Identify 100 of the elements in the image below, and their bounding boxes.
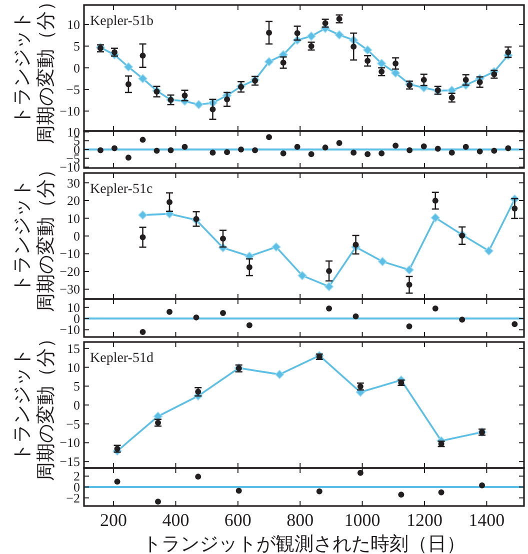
point — [364, 58, 371, 64]
point — [138, 74, 148, 84]
y-tick-label: 0 — [74, 398, 80, 412]
point — [432, 306, 438, 312]
point — [224, 149, 230, 156]
point — [378, 256, 388, 266]
y-tick-label: −20 — [60, 264, 80, 279]
point — [220, 236, 226, 242]
y-tick-label: −30 — [60, 282, 80, 297]
point — [195, 474, 202, 480]
annotation: Kepler-51c — [90, 182, 153, 197]
y-axis-title: トランジット周期の変動（分） — [11, 0, 57, 144]
point — [193, 314, 200, 320]
y-tick-label: −10 — [60, 104, 80, 119]
point — [336, 140, 342, 146]
point — [420, 76, 427, 83]
point — [406, 282, 412, 288]
point — [392, 60, 399, 66]
y-tick-label: 20 — [67, 193, 80, 208]
point — [264, 57, 274, 66]
point — [308, 151, 314, 158]
point — [350, 44, 357, 50]
point — [224, 96, 230, 102]
point — [462, 76, 469, 83]
y-tick-label: −15 — [60, 454, 80, 470]
point — [326, 306, 332, 312]
y-tick-label: −5 — [66, 82, 80, 97]
x-tick-label: 1000 — [344, 510, 380, 530]
point — [266, 30, 272, 36]
point — [280, 150, 286, 156]
point — [97, 147, 104, 154]
point — [448, 94, 455, 101]
y-tick-label: 0 — [74, 228, 80, 244]
point — [430, 213, 440, 222]
y-tick-label: 5 — [74, 38, 80, 54]
point — [390, 68, 400, 78]
point — [459, 316, 466, 323]
x-tick-label: 600 — [224, 510, 252, 530]
point — [476, 79, 483, 86]
x-tick-label: 200 — [100, 510, 128, 530]
point — [140, 52, 146, 59]
point — [182, 144, 188, 150]
point — [294, 30, 300, 36]
point — [324, 282, 334, 292]
point — [140, 328, 146, 335]
point — [168, 147, 174, 154]
point — [420, 143, 427, 150]
point — [491, 148, 498, 154]
point — [298, 270, 307, 280]
point — [124, 62, 134, 72]
point — [438, 489, 444, 496]
point — [266, 134, 272, 140]
point — [210, 106, 216, 112]
point — [154, 148, 160, 154]
x-tick-label: 800 — [286, 510, 314, 530]
point — [448, 150, 455, 156]
point — [350, 150, 357, 156]
point — [334, 30, 344, 40]
point — [505, 49, 512, 56]
point — [138, 210, 148, 220]
y-tick-label: −5 — [66, 416, 80, 432]
point — [210, 150, 216, 156]
x-axis-title: トランジットが観測された時刻（日） — [142, 533, 466, 554]
point — [378, 150, 385, 156]
point — [406, 323, 412, 330]
point — [316, 488, 322, 494]
y-axis-title: トランジット周期の変動（分） — [11, 160, 57, 312]
point — [195, 388, 202, 395]
point — [484, 246, 494, 256]
point — [194, 100, 204, 110]
annotation: Kepler-51d — [90, 351, 154, 366]
point — [246, 264, 252, 270]
annotation: Kepler-51b — [90, 14, 154, 29]
point — [406, 147, 413, 154]
point — [398, 492, 404, 498]
y-tick-label: −10 — [60, 435, 80, 450]
point — [246, 322, 252, 328]
point — [352, 313, 359, 320]
point — [505, 145, 512, 152]
point — [252, 147, 258, 154]
point — [364, 151, 371, 158]
y-tick-label: 5 — [74, 378, 80, 394]
y-tick-label: 0 — [74, 60, 80, 76]
point — [238, 146, 244, 152]
point — [154, 88, 160, 95]
y-tick-label: 30 — [67, 175, 80, 190]
point — [432, 198, 438, 204]
point — [140, 136, 146, 143]
point — [294, 144, 300, 150]
y-tick-label: 10 — [67, 210, 80, 226]
point — [462, 144, 469, 150]
point — [111, 145, 118, 152]
x-tick-label: 400 — [162, 510, 190, 530]
y-tick-label: 15 — [67, 340, 80, 356]
y-tick-label: −10 — [60, 246, 80, 262]
point — [306, 32, 316, 41]
point — [272, 242, 281, 252]
point — [376, 58, 386, 68]
point — [280, 60, 286, 66]
point — [274, 370, 284, 380]
